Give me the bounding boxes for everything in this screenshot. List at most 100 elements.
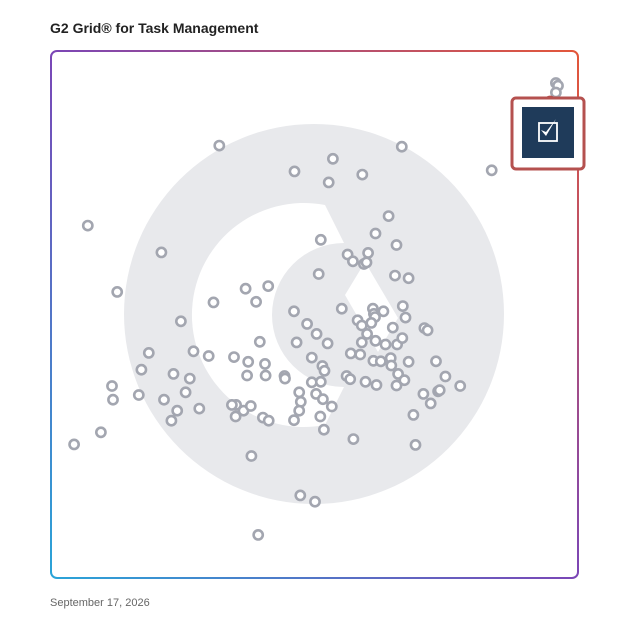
scatter-point[interactable] <box>365 316 378 329</box>
scatter-point[interactable] <box>167 367 180 380</box>
scatter-point[interactable] <box>379 338 392 351</box>
scatter-point[interactable] <box>325 400 338 413</box>
scatter-point[interactable] <box>207 296 220 309</box>
scatter-point[interactable] <box>202 350 215 362</box>
scatter-point[interactable] <box>399 311 412 324</box>
scatter-point[interactable] <box>305 351 318 364</box>
scatter-point[interactable] <box>318 364 331 377</box>
scatter-point[interactable] <box>421 324 434 337</box>
scatter-point[interactable] <box>361 327 373 340</box>
scatter-point[interactable] <box>359 375 372 388</box>
scatter-point[interactable] <box>259 369 272 382</box>
scatter-point[interactable] <box>454 380 467 392</box>
scatter-point[interactable] <box>111 285 124 298</box>
scatter-point[interactable] <box>369 227 382 240</box>
scatter-point[interactable] <box>386 321 399 334</box>
scatter-point[interactable] <box>389 269 401 282</box>
scatter-point[interactable] <box>309 495 321 508</box>
scatter-point[interactable] <box>253 335 266 348</box>
scatter-point[interactable] <box>369 334 382 347</box>
scatter-point[interactable] <box>95 426 107 439</box>
scatter-point[interactable] <box>288 165 301 178</box>
scatter-point[interactable] <box>321 337 334 350</box>
scatter-point[interactable] <box>370 379 383 391</box>
scatter-point[interactable] <box>356 168 369 181</box>
scatter-point[interactable] <box>344 347 357 360</box>
scatter-point[interactable] <box>294 489 307 502</box>
scatter-point[interactable] <box>550 86 562 99</box>
scatter-point[interactable] <box>158 393 170 406</box>
scatter-point[interactable] <box>347 433 360 445</box>
scatter-point[interactable] <box>142 346 155 359</box>
scatter-point[interactable] <box>174 315 187 328</box>
scatter-point[interactable] <box>360 256 373 269</box>
scatter-point[interactable] <box>242 355 255 368</box>
scatter-point[interactable] <box>241 369 253 382</box>
scatter-point[interactable] <box>228 351 240 363</box>
highlighted-product[interactable] <box>510 96 586 171</box>
scatter-point[interactable] <box>183 372 196 385</box>
scatter-point[interactable] <box>213 139 226 152</box>
scatter-point[interactable] <box>259 357 271 370</box>
scatter-point[interactable] <box>239 282 252 295</box>
scatter-point[interactable] <box>322 176 335 189</box>
scatter-point[interactable] <box>382 210 395 222</box>
scatter-point[interactable] <box>402 272 415 285</box>
scatter-point[interactable] <box>68 438 80 451</box>
scatter-point[interactable] <box>310 327 323 340</box>
scatter-point[interactable] <box>262 414 275 427</box>
scatter-point[interactable] <box>81 219 94 232</box>
scatter-point[interactable] <box>187 345 200 358</box>
scatter-point[interactable] <box>293 386 306 399</box>
scatter-point[interactable] <box>439 370 452 383</box>
scatter-point[interactable] <box>424 397 437 410</box>
scatter-point[interactable] <box>326 152 339 165</box>
scatter-point[interactable] <box>165 414 178 427</box>
scatter-point[interactable] <box>417 387 430 400</box>
scatter-point[interactable] <box>252 529 265 541</box>
scatter-point[interactable] <box>225 398 238 411</box>
scatter-point[interactable] <box>179 386 192 399</box>
scatter-point[interactable] <box>193 402 206 415</box>
scatter-point[interactable] <box>377 305 390 318</box>
scatter-point[interactable] <box>355 336 368 349</box>
scatter-point[interactable] <box>354 348 367 361</box>
scatter-point[interactable] <box>390 239 403 251</box>
scatter-point[interactable] <box>314 233 327 246</box>
scatter-point[interactable] <box>106 380 118 392</box>
scatter-point[interactable] <box>396 332 409 344</box>
scatter-point[interactable] <box>396 300 409 312</box>
scatter-point[interactable] <box>346 255 359 268</box>
scatter-point[interactable] <box>155 246 168 259</box>
scatter-point[interactable] <box>290 336 303 349</box>
scatter-point[interactable] <box>433 384 446 397</box>
scatter-point[interactable] <box>314 410 327 423</box>
scatter-point[interactable] <box>229 410 242 423</box>
scatter-point[interactable] <box>316 393 329 406</box>
scatter-point[interactable] <box>294 395 307 408</box>
scatter-point[interactable] <box>132 389 145 401</box>
scatter-point[interactable] <box>385 359 398 372</box>
scatter-point[interactable] <box>244 400 257 412</box>
scatter-point[interactable] <box>135 363 148 376</box>
scatter-point[interactable] <box>485 164 498 177</box>
scatter-point[interactable] <box>314 375 327 388</box>
scatter-point[interactable] <box>288 305 300 318</box>
scatter-point[interactable] <box>288 414 300 427</box>
scatter-point[interactable] <box>301 317 313 330</box>
scatter-point[interactable] <box>293 404 306 417</box>
scatter-point[interactable] <box>409 438 422 451</box>
scatter-point[interactable] <box>390 379 403 392</box>
scatter-point[interactable] <box>395 140 408 153</box>
scatter-point[interactable] <box>344 373 357 386</box>
scatter-point[interactable] <box>407 408 420 421</box>
scatter-point[interactable] <box>312 268 325 280</box>
scatter-point[interactable] <box>171 404 184 417</box>
scatter-point[interactable] <box>250 295 262 308</box>
scatter-point[interactable] <box>362 246 374 259</box>
scatter-point[interactable] <box>402 355 415 368</box>
scatter-point[interactable] <box>335 302 348 315</box>
scatter-point[interactable] <box>430 355 442 368</box>
scatter-point[interactable] <box>317 423 330 436</box>
scatter-point[interactable] <box>398 374 411 387</box>
